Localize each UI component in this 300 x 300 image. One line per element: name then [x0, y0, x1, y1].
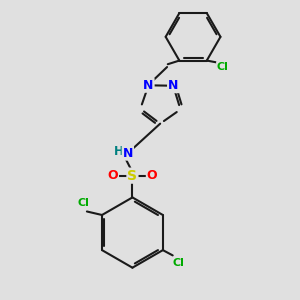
Text: Cl: Cl: [217, 62, 229, 72]
Text: Cl: Cl: [173, 258, 184, 268]
Text: S: S: [128, 169, 137, 183]
Text: N: N: [143, 79, 154, 92]
Text: O: O: [147, 169, 158, 182]
Text: N: N: [123, 147, 133, 160]
Text: Cl: Cl: [77, 198, 89, 208]
Text: H: H: [113, 145, 123, 158]
Text: N: N: [168, 79, 178, 92]
Text: O: O: [107, 169, 118, 182]
